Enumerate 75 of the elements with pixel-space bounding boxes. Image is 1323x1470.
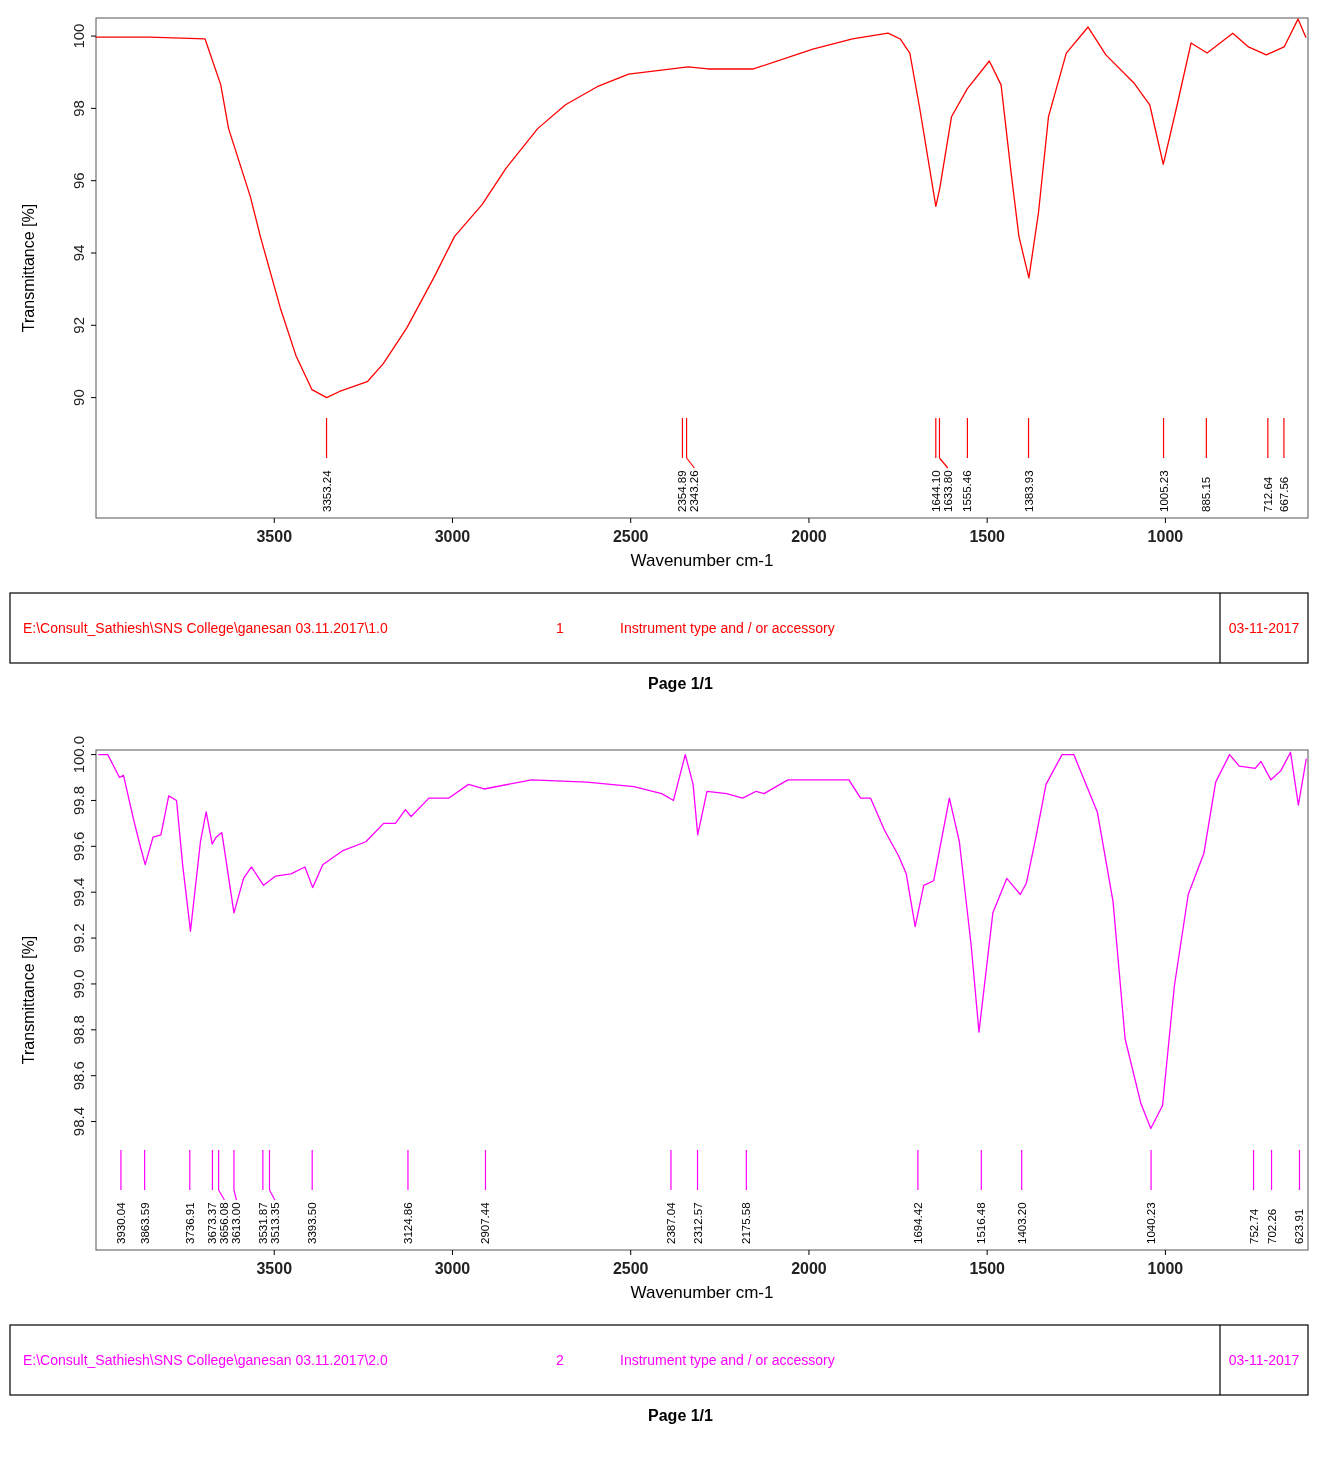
- ref-line-label: 2907.44: [479, 1201, 492, 1244]
- ref-line-label: 1005.23: [1157, 470, 1170, 512]
- y-tick-label: 99.8: [70, 785, 87, 816]
- ref-line-label: 3393.50: [306, 1202, 319, 1244]
- ref-line-label: 3863.59: [138, 1202, 151, 1244]
- x-tick-label: 3500: [256, 1260, 293, 1277]
- x-tick-label: 1000: [1147, 528, 1184, 545]
- y-tick-label: 94: [70, 244, 87, 262]
- x-tick-label: 1500: [969, 1260, 1006, 1277]
- ref-line-label: 1040.23: [1145, 1202, 1158, 1244]
- text: 1: [556, 620, 565, 636]
- x-tick-label: 2500: [612, 1260, 649, 1277]
- ref-line-label: 752.74: [1247, 1208, 1260, 1244]
- y-tick-label: 92: [70, 316, 87, 334]
- ref-line-label: 3930.04: [114, 1201, 127, 1244]
- y-tick-label: 98: [70, 100, 87, 117]
- ref-line-label: 1633.80: [941, 470, 954, 512]
- ref-line-label: 667.56: [1277, 476, 1290, 512]
- x-axis-title: Wavenumber cm-1: [630, 551, 774, 570]
- ref-line-label: 3613.00: [230, 1202, 243, 1244]
- y-tick-label: 99.6: [70, 831, 87, 861]
- ref-line-label: 3353.24: [320, 469, 333, 512]
- line-series: [98, 751, 1307, 1130]
- y-tick-label: 100.0: [70, 735, 87, 774]
- text: Instrument type and / or accessory: [620, 620, 835, 636]
- ref-line-label: 2387.04: [664, 1201, 677, 1244]
- ref-line-label: 3736.91: [183, 1202, 196, 1244]
- x-tick-label: 2500: [612, 528, 649, 545]
- y-tick-label: 99.0: [70, 969, 87, 999]
- text: E:\Consult_Sathiesh\SNS College\ganesan 03.11.2017\2.0: [23, 1352, 388, 1368]
- ref-line-label: 1694.42: [911, 1202, 924, 1244]
- y-tick-label: 96: [70, 172, 87, 190]
- ref-line-label: 2312.57: [691, 1202, 704, 1244]
- ref-line-label: 885.15: [1200, 476, 1213, 512]
- y-tick-label: 98.4: [70, 1106, 87, 1137]
- y-tick-label: 98.6: [70, 1061, 87, 1091]
- text: 03-11-2017: [1228, 1352, 1300, 1368]
- y-tick-label: 90: [70, 389, 87, 406]
- text: Instrument type and / or accessory: [620, 1352, 835, 1368]
- ref-line-label: 1516.48: [975, 1202, 988, 1244]
- line-series: [95, 18, 1307, 399]
- x-tick-label: 1000: [1147, 1260, 1184, 1277]
- y-axis-title: Transmittance [%]: [20, 203, 37, 333]
- x-tick-label: 2000: [791, 1260, 827, 1277]
- ref-line-label: 623.91: [1293, 1208, 1306, 1244]
- ref-line-label: 3673.37: [206, 1202, 219, 1244]
- ref-line-label: 3124.86: [401, 1202, 414, 1244]
- x-tick-label: 1500: [969, 528, 1006, 545]
- text: E:\Consult_Sathiesh\SNS College\ganesan 03.11.2017\1.0: [23, 620, 388, 636]
- ref-line-label: 3513.35: [268, 1202, 281, 1244]
- ref-line-label: 1555.46: [961, 470, 974, 512]
- x-axis-title: Wavenumber cm-1: [630, 1283, 774, 1302]
- ref-line-label: 1644.10: [929, 470, 942, 512]
- x-tick-label: 3000: [434, 528, 471, 545]
- y-tick-label: 100: [70, 23, 87, 49]
- x-tick-label: 2000: [791, 528, 827, 545]
- ref-line-label: 712.64: [1261, 476, 1274, 512]
- text: Page 1/1: [648, 675, 714, 692]
- ref-line-label: 1383.93: [1022, 470, 1035, 512]
- text: 2: [556, 1352, 565, 1368]
- ref-line-label: 2354.89: [676, 470, 689, 512]
- y-tick-label: 99.4: [70, 877, 87, 907]
- text: Page 1/1: [648, 1407, 714, 1424]
- x-tick-label: 3500: [256, 528, 293, 545]
- ref-line-label: 2343.26: [688, 470, 701, 512]
- y-tick-label: 98.8: [70, 1015, 87, 1045]
- ref-line-label: 702.26: [1265, 1208, 1278, 1244]
- x-tick-label: 3000: [434, 1260, 471, 1277]
- ref-line-label: 2175.58: [740, 1202, 753, 1244]
- y-axis-title: Transmittance [%]: [20, 935, 37, 1065]
- ref-line-label: 3531.87: [256, 1202, 269, 1244]
- text: 03-11-2017: [1228, 620, 1300, 636]
- ref-line-label: 3656.08: [218, 1202, 231, 1244]
- y-tick-label: 99.2: [70, 923, 87, 953]
- ref-line-label: 1403.20: [1015, 1202, 1028, 1244]
